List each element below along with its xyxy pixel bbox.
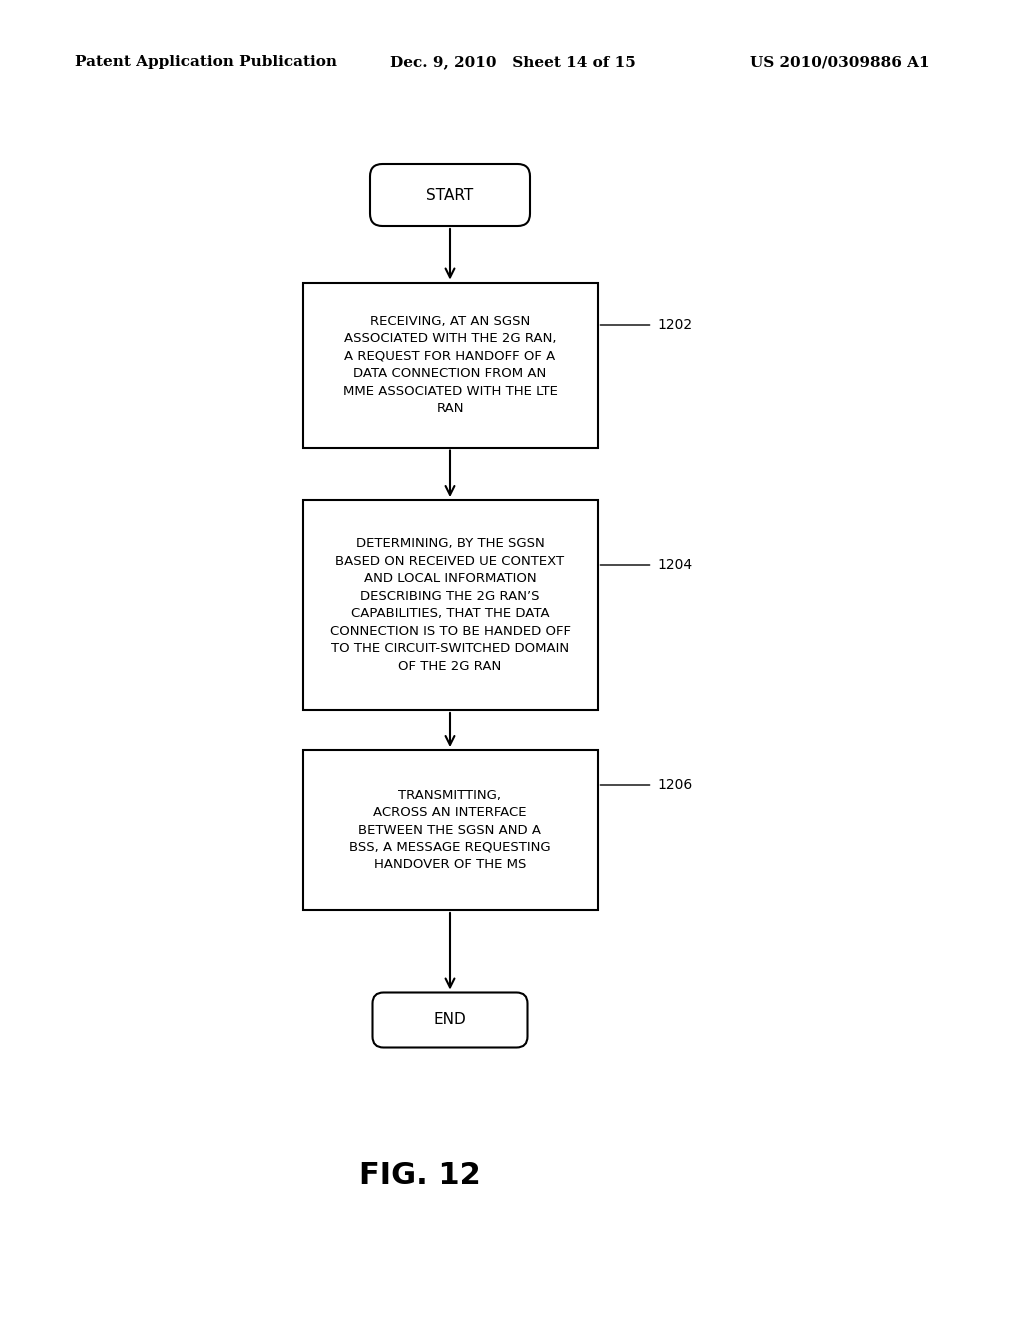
Text: START: START bbox=[426, 187, 474, 202]
Text: TRANSMITTING,
ACROSS AN INTERFACE
BETWEEN THE SGSN AND A
BSS, A MESSAGE REQUESTI: TRANSMITTING, ACROSS AN INTERFACE BETWEE… bbox=[349, 788, 551, 871]
Text: Patent Application Publication: Patent Application Publication bbox=[75, 55, 337, 69]
Text: 1204: 1204 bbox=[657, 558, 692, 572]
Text: US 2010/0309886 A1: US 2010/0309886 A1 bbox=[750, 55, 930, 69]
FancyBboxPatch shape bbox=[370, 164, 530, 226]
Text: END: END bbox=[433, 1012, 466, 1027]
Text: 1206: 1206 bbox=[657, 777, 693, 792]
Bar bbox=[302, 282, 597, 447]
Text: Dec. 9, 2010   Sheet 14 of 15: Dec. 9, 2010 Sheet 14 of 15 bbox=[390, 55, 636, 69]
Text: FIG. 12: FIG. 12 bbox=[359, 1160, 481, 1189]
Bar bbox=[302, 750, 597, 909]
Bar bbox=[302, 500, 597, 710]
Text: RECEIVING, AT AN SGSN
ASSOCIATED WITH THE 2G RAN,
A REQUEST FOR HANDOFF OF A
DAT: RECEIVING, AT AN SGSN ASSOCIATED WITH TH… bbox=[343, 314, 557, 416]
Text: 1202: 1202 bbox=[657, 318, 692, 333]
FancyBboxPatch shape bbox=[373, 993, 527, 1048]
Text: DETERMINING, BY THE SGSN
BASED ON RECEIVED UE CONTEXT
AND LOCAL INFORMATION
DESC: DETERMINING, BY THE SGSN BASED ON RECEIV… bbox=[330, 537, 570, 673]
